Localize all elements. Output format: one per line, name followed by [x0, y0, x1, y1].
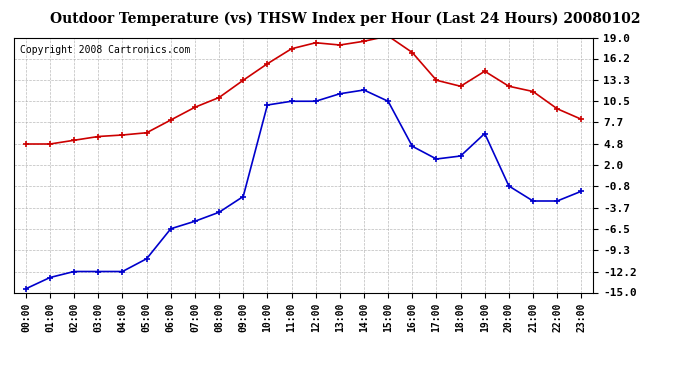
Text: Copyright 2008 Cartronics.com: Copyright 2008 Cartronics.com: [19, 45, 190, 55]
Text: Outdoor Temperature (vs) THSW Index per Hour (Last 24 Hours) 20080102: Outdoor Temperature (vs) THSW Index per …: [50, 11, 640, 26]
